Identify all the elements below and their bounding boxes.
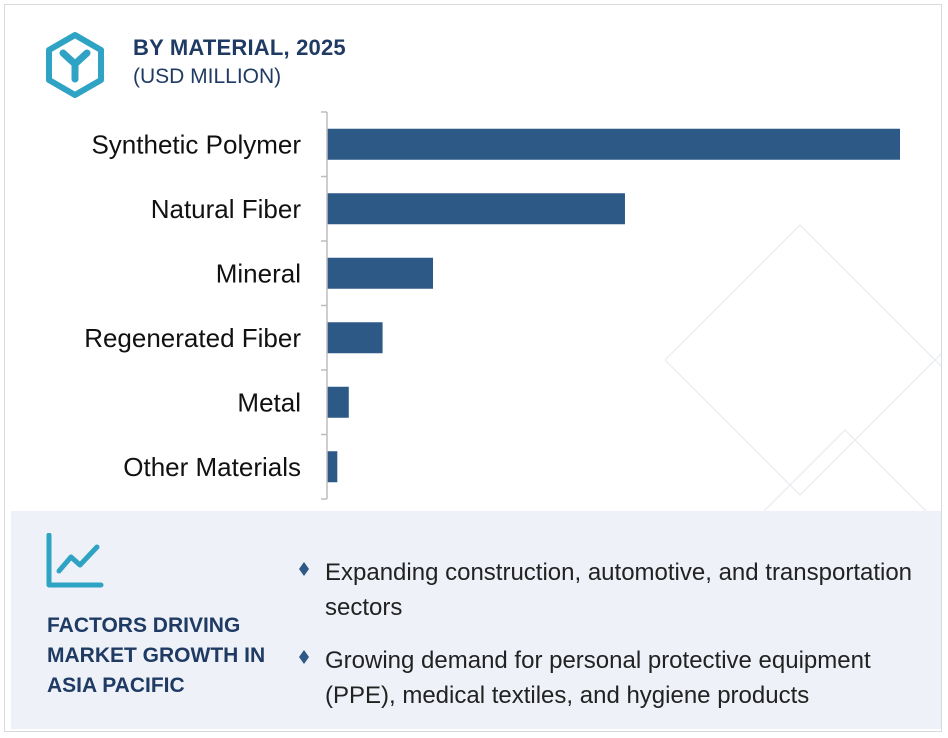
list-item: Growing demand for personal protective e… [295,643,935,713]
growth-factors-panel: FACTORS DRIVING MARKET GROWTH IN ASIA PA… [11,511,941,731]
factor-text: Expanding construction, automotive, and … [325,559,913,621]
hexagon-y-icon [46,32,104,98]
list-item: Expanding construction, automotive, and … [295,555,935,625]
infographic-card: BY MATERIAL, 2025 (USD MILLION) Syntheti… [4,4,942,732]
bar-other-materials [327,451,338,483]
bar-natural-fiber [327,193,625,225]
chart-title: BY MATERIAL, 2025 [133,35,346,60]
category-label: Regenerated Fiber [84,323,301,353]
bar-mineral [327,257,434,289]
bar-metal [327,386,349,418]
factors-list: Expanding construction, automotive, and … [295,555,935,731]
category-label: Natural Fiber [151,194,302,224]
category-label: Synthetic Polymer [91,129,301,159]
chart-subtitle: (USD MILLION) [133,65,282,88]
diamond-bullet-icon [299,562,309,576]
bar-chart: Synthetic Polymer Natural Fiber Mineral Reg… [84,111,900,500]
bar-synthetic-polymer [327,128,900,160]
bar-regenerated-fiber [327,322,383,354]
trend-chart-icon [46,533,104,588]
category-label: Other Materials [123,452,301,482]
factor-text: Growing demand for personal protective e… [325,647,871,709]
factors-title: FACTORS DRIVING MARKET GROWTH IN ASIA PA… [47,614,266,697]
category-label: Mineral [216,258,301,288]
diamond-bullet-icon [299,650,309,664]
category-label: Metal [237,387,301,417]
